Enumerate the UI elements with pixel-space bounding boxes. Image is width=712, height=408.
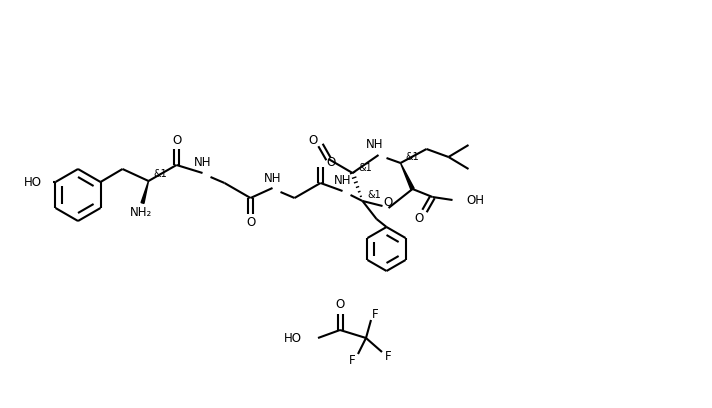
Text: F: F [349, 353, 355, 366]
Text: O: O [335, 299, 345, 311]
Text: &1: &1 [367, 190, 381, 200]
Text: O: O [383, 195, 392, 208]
Text: NH: NH [334, 175, 351, 188]
Text: O: O [172, 135, 181, 148]
Text: NH: NH [263, 171, 281, 184]
Text: F: F [384, 350, 392, 364]
Text: O: O [308, 135, 317, 148]
Text: O: O [326, 157, 335, 169]
Text: NH₂: NH₂ [130, 206, 152, 219]
Text: O: O [246, 215, 255, 228]
Text: NH: NH [194, 157, 211, 169]
Text: HO: HO [23, 175, 41, 188]
Polygon shape [141, 181, 149, 204]
Polygon shape [401, 163, 414, 190]
Text: HO: HO [284, 331, 302, 344]
Text: &1: &1 [359, 163, 372, 173]
Text: &1: &1 [406, 152, 419, 162]
Text: F: F [372, 308, 378, 321]
Text: NH: NH [366, 138, 383, 151]
Text: O: O [414, 213, 423, 226]
Text: &1: &1 [154, 169, 167, 179]
Text: OH: OH [466, 193, 485, 206]
